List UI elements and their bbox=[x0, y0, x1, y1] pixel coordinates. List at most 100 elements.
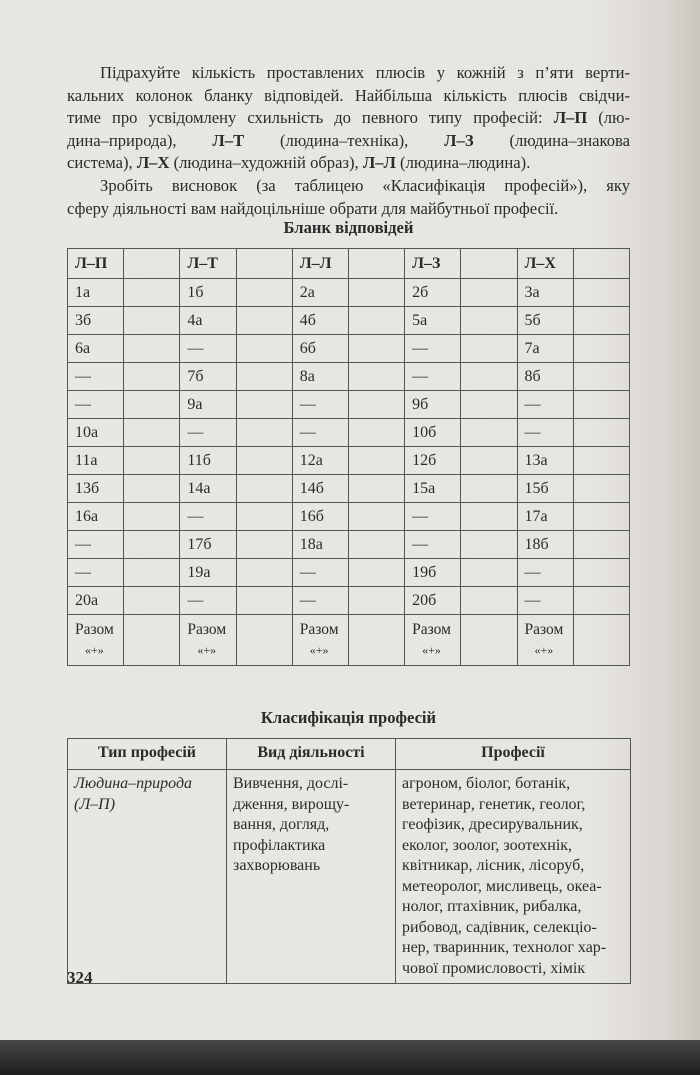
answer-code-cell: 11б bbox=[179, 446, 237, 475]
text-line: система), Л–Х (людина–художній образ), Л… bbox=[67, 152, 630, 175]
answer-code-cell: — bbox=[516, 586, 574, 615]
blank-cell bbox=[572, 558, 631, 587]
blank-cell bbox=[460, 586, 518, 615]
answer-code-cell: — bbox=[179, 502, 237, 531]
table-row: — 17б 18а — 18б bbox=[66, 530, 631, 559]
total-row: Разом «+» Разом «+» Разом «+» Разом «+» Разом «+» bbox=[66, 614, 631, 666]
column-header: Тип професій bbox=[67, 738, 227, 770]
answer-code-cell: 3б bbox=[66, 306, 125, 335]
cell-line: нолог, птахівник, рибалка, bbox=[402, 898, 582, 915]
blank-cell bbox=[123, 530, 181, 559]
scan-edge-shadow bbox=[0, 1040, 700, 1075]
text-line: тиме про усвідомлену схильність до певно… bbox=[67, 107, 630, 130]
blank-cell bbox=[123, 306, 181, 335]
answer-code-cell: 9а bbox=[179, 390, 237, 419]
text-line: дина–природа), Л–Т (людина–техніка), Л–З… bbox=[67, 130, 630, 153]
table-row: 3б 4а 4б 5а 5б bbox=[66, 306, 631, 335]
blank-cell bbox=[572, 530, 631, 559]
text-line: кальних колонок бланку відповідей. Найбі… bbox=[67, 85, 630, 108]
blank-cell bbox=[460, 502, 518, 531]
total-sign: «+» bbox=[534, 643, 554, 657]
text-segment: дина–природа), bbox=[67, 130, 213, 150]
answer-code-cell: — bbox=[66, 390, 125, 419]
column-header: Л–З bbox=[404, 248, 462, 279]
blank-cell bbox=[235, 390, 293, 419]
blank-cell bbox=[460, 474, 518, 503]
table-row: — 7б 8а — 8б bbox=[66, 362, 631, 391]
answer-code-cell: 20а bbox=[66, 586, 125, 615]
blank-cell bbox=[572, 306, 631, 335]
blank-cell bbox=[572, 248, 631, 279]
answer-code-cell: 17а bbox=[516, 502, 574, 531]
total-sign: «+» bbox=[422, 643, 441, 657]
total-cell: Разом «+» bbox=[516, 614, 574, 666]
blank-cell bbox=[235, 558, 293, 587]
blank-cell bbox=[572, 614, 631, 666]
professions-cell: агроном, біолог, ботанік, ветеринар, гене… bbox=[395, 769, 631, 984]
blank-cell bbox=[347, 418, 406, 447]
answer-code-cell: 13б bbox=[66, 474, 125, 503]
blank-cell bbox=[123, 418, 181, 447]
blank-cell bbox=[572, 362, 631, 391]
classification-table: Тип професій Вид діяльності Професії Людина… bbox=[67, 738, 631, 984]
blank-cell bbox=[347, 614, 406, 666]
blank-cell bbox=[347, 446, 406, 475]
text-segment: (людина–художній образ), bbox=[169, 153, 363, 173]
table-row: 13б 14а 14б 15а 15б bbox=[66, 474, 631, 503]
answer-code-cell: 17б bbox=[179, 530, 237, 559]
answer-code-cell: 2б bbox=[404, 278, 462, 307]
table-row: — 19а — 19б — bbox=[66, 558, 631, 587]
blank-cell bbox=[235, 306, 293, 335]
blank-cell bbox=[235, 362, 293, 391]
type-code: Л–Л bbox=[362, 153, 396, 173]
cell-line: квітникар, лісник, лісоруб, bbox=[402, 857, 585, 874]
cell-line: профілактика bbox=[233, 836, 326, 854]
blank-cell bbox=[123, 446, 181, 475]
total-sign: «+» bbox=[85, 643, 104, 657]
blank-cell bbox=[347, 390, 406, 419]
column-header: Професії bbox=[395, 738, 631, 770]
cell-line: рибовод, садівник, селекціо- bbox=[402, 918, 597, 936]
cell-line: Людина–природа bbox=[74, 775, 193, 792]
answers-title: Бланк відповідей bbox=[283, 218, 414, 237]
cell-line: чової промисловості, хімік bbox=[402, 959, 586, 977]
text-segment: Зробіть висновок (за таблицею «Класифіка… bbox=[100, 175, 630, 195]
blank-cell bbox=[460, 530, 518, 559]
answer-code-cell: 9б bbox=[404, 390, 462, 419]
cell-line: вання, догляд, bbox=[233, 816, 330, 833]
blank-cell bbox=[235, 248, 293, 279]
cell-line: (Л–П) bbox=[74, 795, 116, 813]
answer-code-cell: — bbox=[404, 334, 462, 363]
total-cell: Разом «+» bbox=[66, 614, 125, 666]
total-sign: «+» bbox=[309, 643, 329, 657]
blank-cell bbox=[123, 278, 181, 307]
answer-code-cell: 10а bbox=[66, 418, 125, 447]
table-row: 16а — 16б — 17а bbox=[66, 502, 631, 531]
blank-cell bbox=[347, 248, 406, 279]
table-row: 1а 1б 2а 2б 3а bbox=[66, 278, 631, 307]
cell-line: Вивчення, дослі- bbox=[233, 775, 349, 792]
answer-code-cell: 8б bbox=[516, 362, 574, 391]
answer-code-cell: 6а bbox=[66, 334, 125, 363]
table-row: 10а — — 10б — bbox=[66, 418, 631, 447]
cell-line: еколог, зоолог, зоотехнік, bbox=[402, 836, 573, 854]
answer-code-cell: — bbox=[66, 558, 125, 587]
answer-code-cell: 16б bbox=[291, 502, 349, 531]
blank-cell bbox=[123, 248, 181, 279]
blank-cell bbox=[235, 334, 293, 363]
blank-cell bbox=[123, 474, 181, 503]
answer-code-cell: — bbox=[516, 558, 574, 587]
blank-cell bbox=[235, 474, 293, 503]
column-header: Л–Х bbox=[516, 248, 574, 279]
page-number: 324 bbox=[67, 968, 93, 987]
blank-cell bbox=[123, 502, 181, 531]
text-segment: (людина–знакова bbox=[473, 130, 630, 150]
table-row: 20а — — 20б — bbox=[66, 586, 631, 615]
cell-line: захворювань bbox=[233, 857, 321, 874]
answer-code-cell: 14б bbox=[291, 474, 349, 503]
answer-code-cell: 18а bbox=[291, 530, 349, 559]
answer-code-cell: — bbox=[179, 586, 237, 615]
header-row: Л–П Л–Т Л–Л Л–З Л–Х bbox=[66, 248, 631, 279]
blank-cell bbox=[123, 558, 181, 587]
answer-code-cell: — bbox=[179, 334, 237, 363]
